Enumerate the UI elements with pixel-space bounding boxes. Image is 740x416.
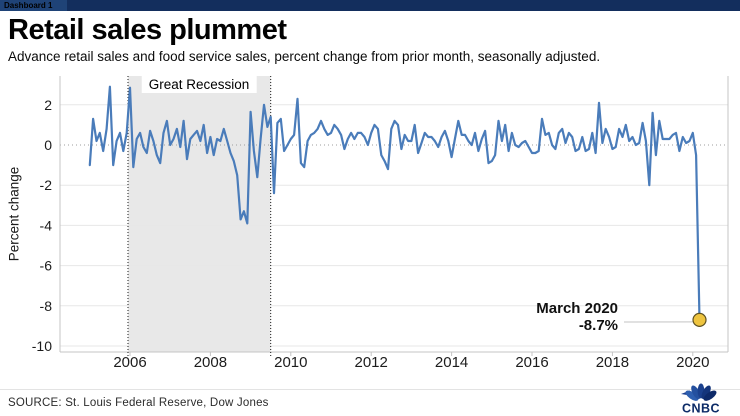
y-axis-label: Percent change [6, 166, 22, 262]
cnbc-logo: CNBC [681, 383, 720, 415]
window-tab-bar: Dashboard 1 [0, 0, 740, 11]
annotation-date: March 2020 [536, 300, 618, 317]
y-tick-label: 2 [44, 97, 52, 113]
y-tick-label: -2 [40, 177, 53, 193]
y-tick-label: -4 [40, 217, 53, 233]
y-tick-label: -8 [40, 298, 53, 314]
y-tick-label: -10 [32, 338, 52, 354]
x-tick-label: 2016 [515, 354, 548, 371]
cnbc-wordmark: CNBC [682, 402, 720, 415]
x-tick-label: 2020 [676, 354, 709, 371]
great-recession-label: Great Recession [141, 76, 257, 93]
source-credit: SOURCE: St. Louis Federal Reserve, Dow J… [8, 397, 269, 409]
x-tick-label: 2012 [355, 354, 388, 371]
x-tick-label: 2008 [194, 354, 227, 371]
recession-band [127, 76, 271, 352]
chart-title: Retail sales plummet [8, 14, 287, 46]
x-tick-label: 2018 [596, 354, 629, 371]
x-tick-label: 2006 [113, 354, 146, 371]
annotation-value: -8.7% [578, 317, 618, 334]
retail-sales-series-line[interactable] [88, 85, 701, 321]
tab-dashboard-1[interactable]: Dashboard 1 [0, 0, 67, 11]
y-tick-label: 0 [44, 137, 52, 153]
chart-subtitle: Advance retail sales and food service sa… [8, 49, 601, 64]
peacock-feathers-icon [685, 383, 717, 401]
x-tick-label: 2010 [274, 354, 307, 371]
march-2020-marker[interactable] [692, 312, 707, 327]
x-tick-label: 2014 [435, 354, 468, 371]
march-2020-annotation: March 2020 -8.7% [498, 300, 618, 334]
y-tick-label: -6 [40, 258, 53, 274]
footer-divider [0, 389, 740, 390]
